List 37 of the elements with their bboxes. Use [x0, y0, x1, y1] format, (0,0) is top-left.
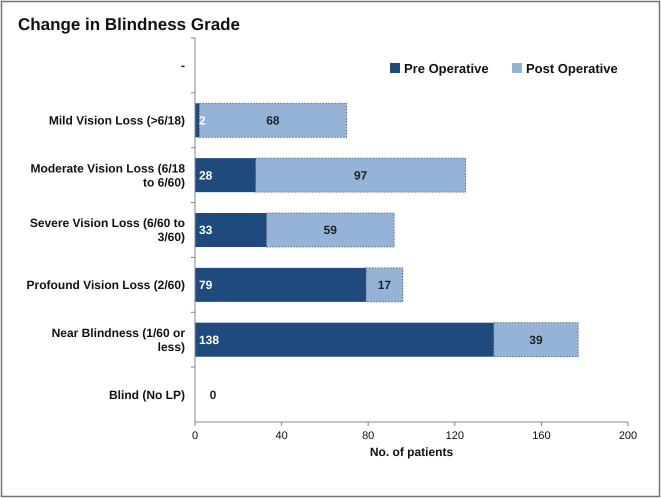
bar: [195, 322, 494, 357]
legend-label: Post Operative: [526, 61, 618, 76]
x-tick-label: 40: [275, 430, 288, 442]
data-label: 39: [529, 332, 543, 347]
bar: [195, 212, 266, 248]
y-tick-label: Profound Vision Loss (2/60): [26, 278, 185, 292]
y-tick-label: Moderate Vision Loss (6/18 to 6/60): [30, 161, 186, 190]
y-tick-label: -: [181, 58, 185, 73]
bar: [266, 212, 395, 248]
x-tick-label: 160: [532, 430, 551, 442]
bar: [198, 102, 347, 138]
x-tick-label: 80: [362, 430, 374, 442]
bar: [195, 268, 366, 302]
data-label: 97: [354, 168, 368, 182]
y-tick-label: Severe Vision Loss (6/60 to 3/60): [30, 216, 185, 244]
data-label: 2: [199, 113, 206, 128]
data-label: 68: [266, 113, 280, 128]
x-tick-label: 0: [192, 430, 198, 442]
data-label: 59: [324, 223, 338, 238]
bar: [493, 322, 579, 358]
y-tick-label: Blind (No LP): [109, 388, 186, 402]
data-label: 28: [199, 168, 213, 182]
bar: [195, 158, 256, 192]
x-tick-label: 120: [446, 430, 464, 442]
data-label: 17: [378, 278, 392, 292]
chart-title: Change in Blindness Grade: [18, 15, 240, 34]
data-label: 0: [210, 388, 217, 402]
x-tick-label: 200: [618, 430, 638, 442]
data-label: 33: [199, 223, 213, 238]
data-label: 138: [199, 332, 220, 347]
legend-label: Pre Operative: [404, 61, 489, 76]
x-axis-title: No. of patients: [370, 445, 454, 459]
bar: [255, 158, 466, 193]
bar: [366, 267, 404, 302]
y-tick-label: Mild Vision Loss (>6/18): [48, 113, 185, 128]
data-label: 79: [199, 278, 213, 292]
y-tick-label: Near Blindness (1/60 or less): [52, 326, 186, 354]
